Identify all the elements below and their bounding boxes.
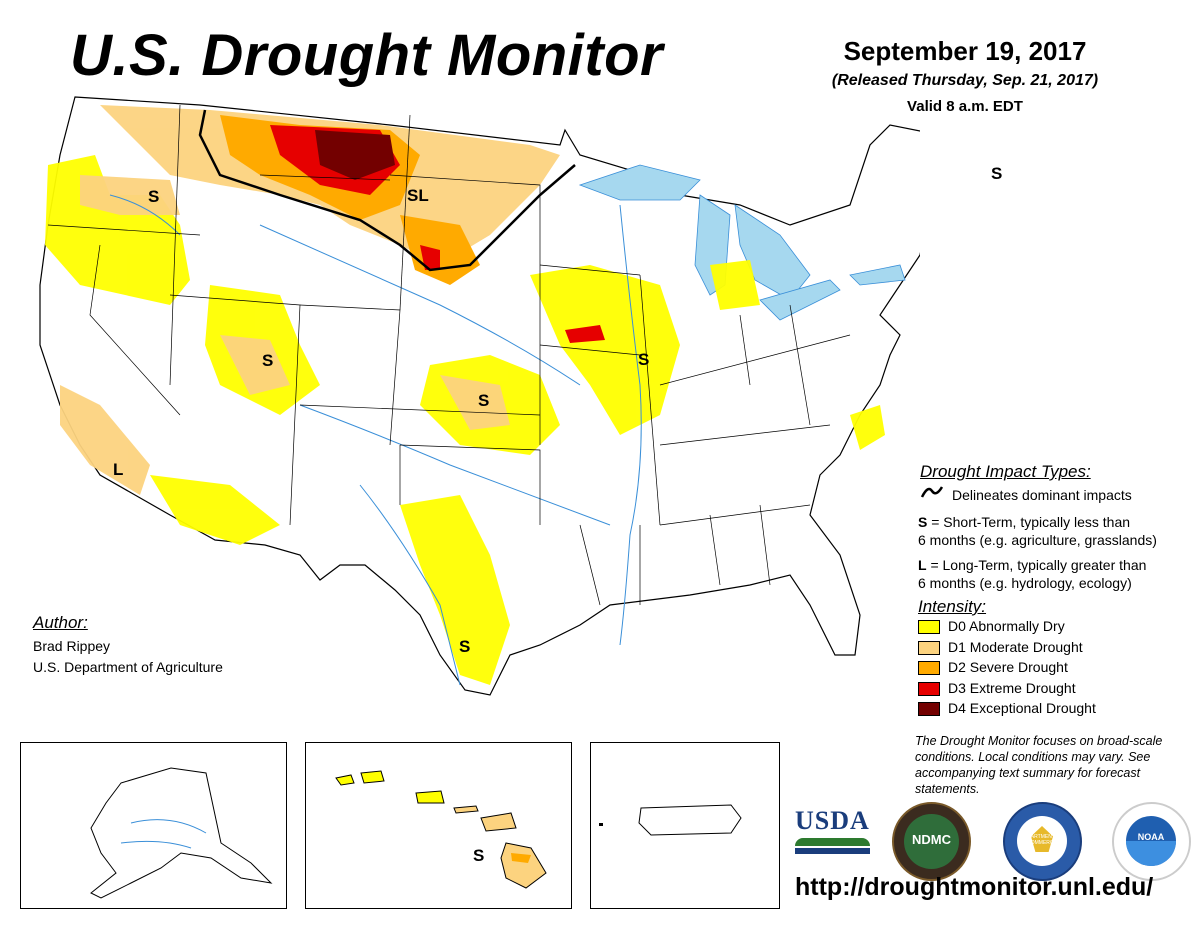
swatch-d0 — [918, 620, 940, 634]
legend-d2-label: D2 Severe Drought — [948, 659, 1068, 675]
impact-line-label: Delineates dominant impacts — [952, 487, 1132, 503]
legend-d3-label: D3 Extreme Drought — [948, 680, 1076, 696]
noaa-logo-text: NOAA — [1137, 832, 1165, 842]
puerto-rico-inset — [590, 742, 780, 909]
rivers — [109, 194, 642, 686]
usda-logo: USDA — [795, 808, 870, 863]
commerce-logo: DEPARTMENT OF COMMERCE — [1003, 802, 1082, 881]
swatch-d4 — [918, 702, 940, 716]
author-heading: Author: — [33, 613, 88, 632]
website-url[interactable]: http://droughtmonitor.unl.edu/ — [795, 873, 1154, 901]
commerce-logo-text: DEPARTMENT OF COMMERCE — [1020, 834, 1064, 846]
ndmc-logo-text: NDMC — [912, 832, 951, 847]
label-short-term-texas: S — [459, 637, 471, 656]
legend-d1-label: D1 Moderate Drought — [948, 639, 1083, 655]
label-short-long-term-dakotas: SL — [407, 186, 429, 205]
short-term-desc: S = Short-Term, typically less than 6 mo… — [918, 513, 1157, 549]
great-lakes — [578, 164, 906, 321]
puerto-rico-map — [599, 804, 742, 836]
hawaii-map — [335, 770, 547, 889]
map-title: U.S. Drought Monitor — [70, 23, 664, 88]
noaa-logo: NOAA — [1112, 802, 1191, 881]
intensity-heading: Intensity: — [918, 597, 987, 616]
short-term-key: S — [918, 514, 928, 530]
usda-logo-text: USDA — [795, 806, 870, 835]
ndmc-logo: NDMC — [892, 802, 971, 881]
swatch-d2 — [918, 661, 940, 675]
short-term-line2: 6 months (e.g. agriculture, grasslands) — [918, 532, 1157, 548]
release-date: (Released Thursday, Sep. 21, 2017) — [831, 72, 1099, 89]
valid-time: Valid 8 a.m. EDT — [907, 98, 1023, 115]
long-term-desc: L = Long-Term, typically greater than 6 … — [918, 556, 1146, 592]
legend-d0-label: D0 Abnormally Dry — [948, 618, 1065, 634]
d4-areas — [315, 130, 395, 180]
legend-d4-label: D4 Exceptional Drought — [948, 700, 1096, 716]
impact-types-heading: Drought Impact Types: — [920, 462, 1091, 481]
conus-drought-map — [39, 96, 920, 696]
alaska-inset — [20, 742, 287, 909]
label-short-term-kansas: S — [478, 391, 490, 410]
map-date: September 19, 2017 — [843, 36, 1087, 66]
label-short-term-maine: S — [991, 164, 1003, 183]
long-term-line1: = Long-Term, typically greater than — [926, 557, 1147, 573]
hawaii-inset: S — [305, 742, 572, 909]
label-short-term-illinois: S — [638, 350, 650, 369]
author-org: U.S. Department of Agriculture — [33, 659, 223, 675]
swatch-d3 — [918, 682, 940, 696]
label-short-term-oregon: S — [148, 187, 160, 206]
impact-boundary-line — [198, 109, 576, 272]
swatch-d1 — [918, 641, 940, 655]
label-short-term-utah: S — [262, 351, 274, 370]
long-term-key: L — [918, 557, 927, 573]
label-short-term-hawaii: S — [473, 846, 485, 865]
alaska-map — [90, 767, 273, 899]
short-term-line1: = Short-Term, typically less than — [927, 514, 1131, 530]
impact-line-symbol — [920, 486, 944, 498]
author-name: Brad Rippey — [33, 638, 111, 654]
disclaimer-note: The Drought Monitor focuses on broad-sca… — [915, 734, 1163, 796]
long-term-line2: 6 months (e.g. hydrology, ecology) — [918, 575, 1132, 591]
label-long-term-socal: L — [113, 460, 124, 479]
state-boundaries — [47, 104, 851, 606]
